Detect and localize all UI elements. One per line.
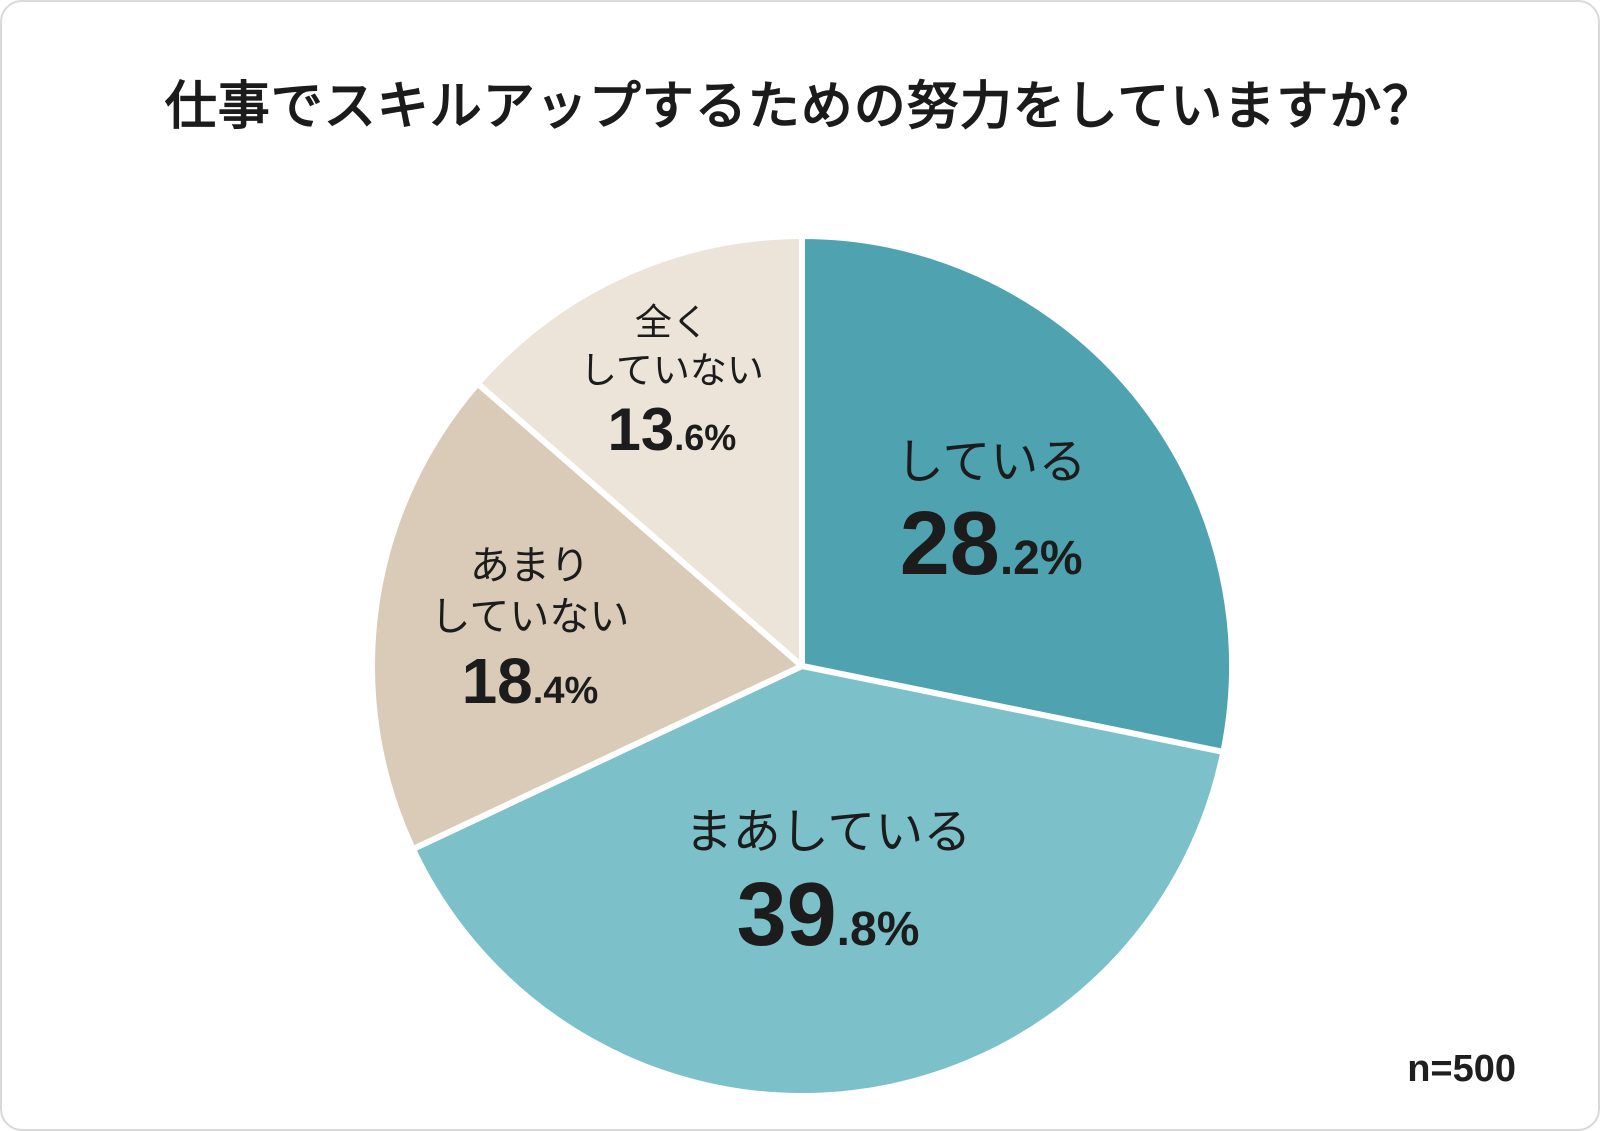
pie-chart: している 28.2% まあしている 39.8% あまり していない 18.4% 全く していない… [366,230,1238,1102]
slice-percent-label: 28.2% [899,494,1083,595]
sample-size-label: n=500 [1407,1048,1516,1090]
slice-percent-label: 39.8% [736,864,920,965]
pie-chart-svg [368,233,1235,1099]
slice-category-label: あまり していない [430,544,630,640]
chart-title: 仕事でスキルアップするための努力をしていますか？ [164,78,1436,136]
pie-slice-1 [409,663,1227,1099]
pie-slice-label-0: している 28.2% [896,432,1087,592]
pie-slice-label-3: 全く していない 13.6% [580,299,764,461]
slice-category-label: している [895,435,1087,489]
pie-slice-label-1: まあしている 39.8% [685,802,972,962]
pie-slice-label-2: あまり していない 18.4% [431,541,630,715]
pie-slice-2 [368,380,805,853]
pie-slice-3 [474,233,805,669]
slice-category-label: まあしている [684,806,972,860]
slice-category-label: 全く していない [579,302,764,391]
slice-percent-label: 13.6% [607,396,737,464]
pie-slice-0 [799,233,1235,755]
slice-percent-label: 18.4% [461,644,599,717]
